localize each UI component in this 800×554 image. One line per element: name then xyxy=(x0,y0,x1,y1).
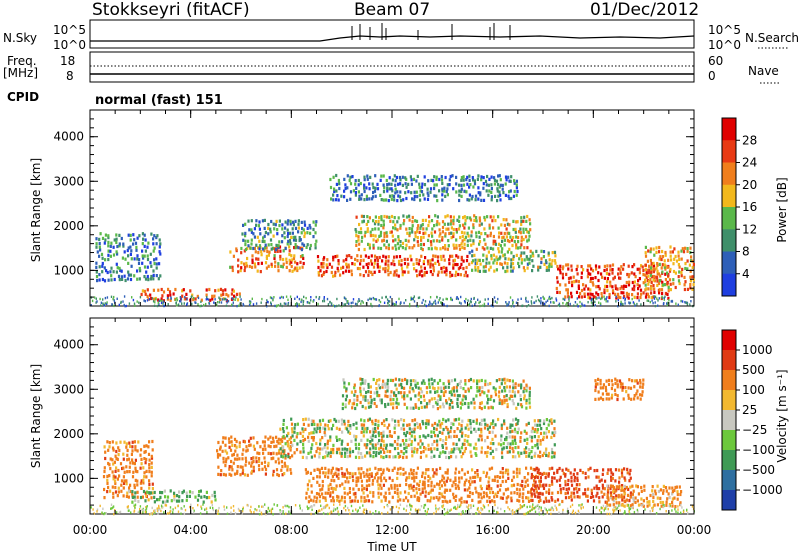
power-colorbar-swatch xyxy=(722,207,736,230)
velocity-colorbar-tick-label: 500 xyxy=(742,363,765,377)
nsearch-tick-top: 10^5 xyxy=(708,23,741,37)
nave-tick-top: 60 xyxy=(708,54,724,68)
freq-tick-bottom: 8 xyxy=(66,69,74,83)
power-region-3 xyxy=(241,218,318,252)
velocity-colorbar-swatch xyxy=(722,470,736,491)
velocity-colorbar-tick-label: −25 xyxy=(742,423,767,437)
colorbars: 4 8 12 16 20 24 28 1000 500 100 25 −25 −100 −500 −1000 xyxy=(721,117,783,511)
nsky-label: N.Sky xyxy=(3,31,38,45)
nsky-trace xyxy=(90,35,695,42)
power-colorbar-tick-label: 8 xyxy=(742,245,750,259)
velocity-near-range-speckle xyxy=(90,503,695,516)
power-ytick-label: 2000 xyxy=(53,219,84,233)
power-colorbar-swatch xyxy=(722,229,736,252)
power-panel-frame xyxy=(89,109,695,307)
power-colorbar-tick-label: 20 xyxy=(742,178,757,192)
velocity-region-2 xyxy=(216,435,293,478)
cpid-value: normal (fast) 151 xyxy=(95,93,223,108)
velocity-colorbar-swatch xyxy=(722,350,736,371)
nave-tick-bottom: 0 xyxy=(708,69,716,83)
power-region-7 xyxy=(468,249,557,274)
time-xtick-label: 08:00 xyxy=(274,523,309,537)
time-xtick-label: 00:00 xyxy=(73,523,108,537)
time-xtick-label: 16:00 xyxy=(475,523,510,537)
velocity-region-4 xyxy=(341,377,532,411)
nsky-spikes xyxy=(351,23,511,40)
power-colorbar-tick-label: 12 xyxy=(742,222,757,236)
velocity-region-3 xyxy=(279,417,557,460)
time-xlabel: Time UT xyxy=(366,540,417,554)
time-xtick-label: 00:00 xyxy=(677,523,712,537)
velocity-region-0 xyxy=(102,439,154,500)
axes-ticks: 1000 2000 3000 4000 1000 2000 3000 4000 00:00 04:… xyxy=(53,109,712,537)
velocity-colorbar-tick-label: 25 xyxy=(742,403,757,417)
velocity-ytick-label: 4000 xyxy=(53,338,84,352)
power-data xyxy=(90,173,695,308)
power-colorbar-swatch xyxy=(722,118,736,141)
velocity-colorbar-swatch xyxy=(722,390,736,411)
velocity-colorbar-tick-label: 100 xyxy=(742,383,765,397)
velocity-colorbar-tick-label: −500 xyxy=(742,463,775,477)
velocity-region-8 xyxy=(594,377,645,402)
power-ytick-label: 3000 xyxy=(53,174,84,188)
beam-label: Beam 07 xyxy=(354,0,431,20)
velocity-colorbar-swatch xyxy=(722,410,736,431)
power-colorbar-tick-label: 4 xyxy=(742,267,750,281)
velocity-region-5 xyxy=(304,466,544,504)
velocity-colorbar-swatch xyxy=(722,370,736,391)
power-colorbar-swatch xyxy=(722,273,736,297)
time-xtick-label: 20:00 xyxy=(576,523,611,537)
power-colorbar-tick-label: 16 xyxy=(742,200,757,214)
velocity-region-7 xyxy=(605,484,683,509)
velocity-colorbar-swatch xyxy=(722,330,736,351)
power-region-5 xyxy=(354,214,532,252)
power-colorbar-tick-label: 28 xyxy=(742,133,757,147)
velocity-ytick-label: 1000 xyxy=(53,471,84,485)
power-colorbar-swatch xyxy=(722,184,736,208)
velocity-data xyxy=(90,377,695,516)
velocity-ylabel: Slant Range [km] xyxy=(29,364,43,468)
cpid-label: CPID xyxy=(7,90,40,104)
velocity-colorbar-tick-label: −1000 xyxy=(742,483,783,497)
nsearch-tick-bottom: 10^0 xyxy=(708,38,741,52)
velocity-colorbar: 1000 500 100 25 −25 −100 −500 −1000 xyxy=(721,329,783,511)
power-region-4 xyxy=(316,254,469,278)
nave-label: Nave xyxy=(748,64,779,78)
velocity-colorbar-label: Velocity [m s⁻¹] xyxy=(775,369,789,462)
power-region-9 xyxy=(644,245,695,292)
freq-tick-top: 18 xyxy=(60,54,76,68)
freq-label-line1: Freq. xyxy=(7,54,37,68)
time-xtick-label: 12:00 xyxy=(375,523,410,537)
power-colorbar-label: Power [dB] xyxy=(775,177,789,242)
power-colorbar-swatch xyxy=(722,140,736,163)
power-ytick-label: 4000 xyxy=(53,130,84,144)
power-colorbar-swatch xyxy=(722,162,736,186)
date-label: 01/Dec/2012 xyxy=(590,0,700,20)
nsky-panel-frame xyxy=(89,19,695,49)
power-colorbar-tick-label: 24 xyxy=(742,156,757,170)
time-xtick-label: 04:00 xyxy=(173,523,208,537)
power-region-2 xyxy=(229,245,305,274)
power-colorbar: 4 8 12 16 20 24 28 xyxy=(721,117,757,297)
nsky-tick-top: 10^5 xyxy=(53,23,86,37)
nsearch-label: N.Search xyxy=(745,31,800,45)
velocity-colorbar-swatch xyxy=(722,450,736,471)
velocity-ytick-label: 3000 xyxy=(53,382,84,396)
velocity-colorbar-swatch xyxy=(722,430,736,451)
power-region-0 xyxy=(95,232,162,283)
velocity-colorbar-swatch xyxy=(722,490,736,511)
freq-panel-frame xyxy=(89,51,695,83)
velocity-colorbar-tick-label: −100 xyxy=(742,443,775,457)
velocity-ytick-label: 2000 xyxy=(53,427,84,441)
power-ytick-label: 1000 xyxy=(53,263,84,277)
nsky-tick-bottom: 10^0 xyxy=(53,38,86,52)
freq-label-line2: [MHz] xyxy=(3,66,39,80)
velocity-colorbar-tick-label: 1000 xyxy=(742,343,773,357)
power-ylabel: Slant Range [km] xyxy=(29,158,43,262)
power-region-6 xyxy=(329,173,519,203)
power-colorbar-swatch xyxy=(722,251,736,275)
velocity-region-1 xyxy=(127,489,217,504)
radar-title: Stokkseyri (fitACF) xyxy=(92,0,250,20)
